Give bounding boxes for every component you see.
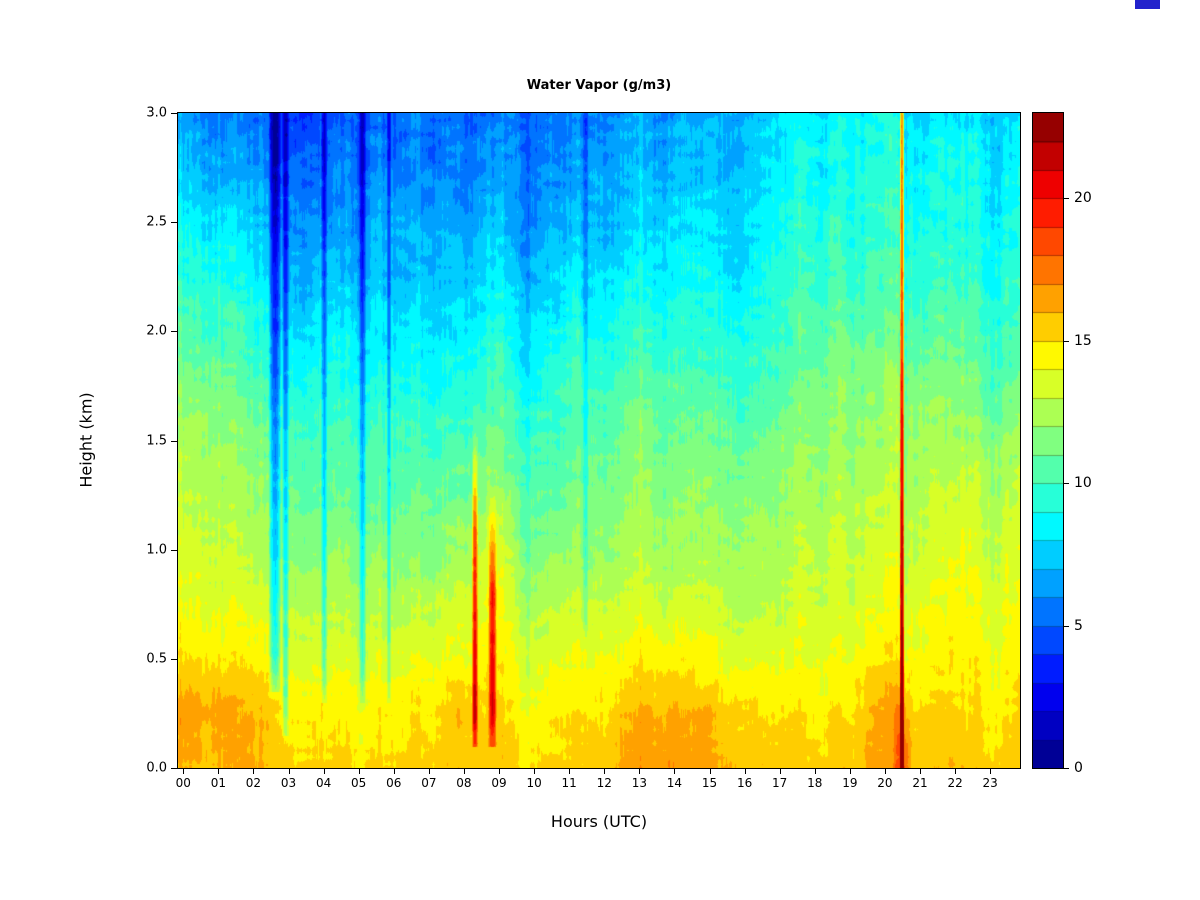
y-tick-mark — [171, 331, 177, 333]
colorbar-tick-label: 0 — [1074, 760, 1083, 776]
x-tick-label: 20 — [877, 776, 893, 790]
x-tick-label: 00 — [175, 776, 191, 790]
x-tick-label: 02 — [245, 776, 262, 790]
plot-area — [177, 112, 1021, 769]
x-tick-mark — [990, 768, 992, 774]
x-tick-mark — [884, 768, 886, 774]
colorbar-tick-mark — [1064, 768, 1069, 769]
x-tick-label: 12 — [596, 776, 612, 790]
y-tick-label: 1.0 — [146, 542, 167, 558]
x-tick-label: 17 — [772, 776, 788, 790]
x-tick-label: 23 — [982, 776, 998, 790]
x-tick-mark — [288, 768, 290, 774]
y-tick-mark — [171, 222, 177, 224]
x-tick-label: 04 — [315, 776, 332, 790]
y-tick-mark — [171, 658, 177, 660]
y-tick-label: 0.5 — [146, 651, 167, 667]
x-tick-label: 16 — [736, 776, 753, 790]
x-tick-mark — [428, 768, 430, 774]
x-tick-mark — [814, 768, 816, 774]
colorbar-tick-label: 20 — [1074, 190, 1092, 207]
colorbar-tick-label: 10 — [1074, 475, 1092, 492]
colorbar-tick-mark — [1064, 625, 1069, 627]
colorbar-tick-label: 5 — [1074, 617, 1083, 634]
x-tick-mark — [639, 768, 641, 774]
x-tick-mark — [779, 768, 781, 774]
colorbar-tick-label: 15 — [1074, 332, 1092, 349]
y-tick-label: 0.0 — [146, 760, 167, 776]
colorbar-tick-mark — [1064, 340, 1069, 342]
x-tick-label: 05 — [351, 776, 367, 790]
x-tick-mark — [674, 768, 676, 774]
x-tick-mark — [604, 768, 606, 774]
y-axis-label: Height (km) — [76, 392, 96, 488]
x-tick-mark — [955, 768, 957, 774]
x-tick-label: 13 — [631, 776, 647, 790]
x-tick-label: 07 — [421, 776, 437, 790]
x-tick-label: 06 — [386, 776, 402, 790]
x-tick-mark — [569, 768, 571, 774]
x-tick-mark — [463, 768, 465, 774]
x-tick-mark — [534, 768, 536, 774]
x-tick-label: 03 — [280, 776, 297, 790]
corner-swatch — [1135, 0, 1160, 9]
x-tick-label: 15 — [701, 776, 718, 790]
x-tick-label: 21 — [912, 776, 928, 790]
x-tick-label: 14 — [666, 776, 683, 790]
x-tick-mark — [920, 768, 921, 774]
y-tick-label: 2.0 — [146, 323, 167, 339]
chart-title: Water Vapor (g/m3) — [526, 78, 672, 93]
x-tick-mark — [744, 768, 746, 774]
x-tick-label: 18 — [807, 776, 823, 790]
colorbar-tick-mark — [1064, 198, 1069, 200]
x-tick-mark — [393, 768, 395, 774]
x-tick-label: 22 — [947, 776, 963, 790]
colorbar — [1032, 112, 1064, 769]
colorbar-canvas — [1033, 113, 1063, 768]
x-tick-mark — [218, 768, 220, 774]
y-tick-label: 3.0 — [146, 105, 167, 121]
x-tick-mark — [499, 768, 500, 774]
x-tick-mark — [849, 768, 851, 774]
x-tick-label: 10 — [526, 776, 542, 790]
y-tick-mark — [171, 113, 177, 114]
x-tick-label: 08 — [456, 776, 472, 790]
x-axis-label: Hours (UTC) — [550, 812, 648, 831]
y-tick-label: 2.5 — [146, 214, 167, 230]
colorbar-tick-mark — [1064, 483, 1069, 485]
y-tick-mark — [171, 768, 177, 769]
heatmap-canvas — [178, 113, 1020, 768]
y-tick-mark — [171, 549, 177, 551]
x-tick-label: 19 — [842, 776, 858, 790]
x-tick-mark — [253, 768, 255, 774]
x-tick-label: 09 — [491, 776, 507, 790]
y-tick-label: 1.5 — [146, 433, 167, 448]
x-tick-mark — [358, 768, 360, 774]
x-tick-label: 11 — [561, 776, 577, 790]
x-tick-label: 01 — [210, 776, 226, 790]
x-tick-mark — [183, 768, 185, 774]
y-tick-mark — [171, 440, 177, 442]
x-tick-mark — [709, 768, 711, 774]
x-tick-mark — [323, 768, 325, 774]
